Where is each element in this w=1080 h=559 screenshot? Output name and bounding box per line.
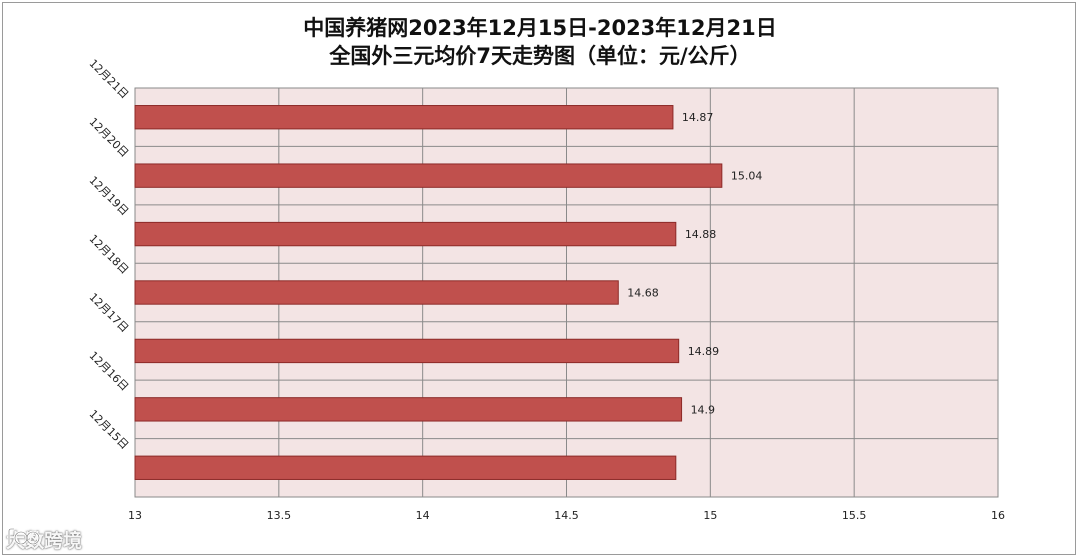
x-tick-label: 13.5 (267, 509, 292, 522)
bar (134, 338, 680, 364)
data-label: 14.89 (688, 345, 720, 358)
chart-title-block: 中国养猪网2023年12月15日-2023年12月21日 全国外三元均价7天走势… (0, 14, 1080, 70)
data-label: 15.04 (731, 170, 763, 183)
bar (134, 397, 683, 422)
data-label: 14.87 (682, 111, 714, 124)
watermark: 大数跨境 (6, 526, 82, 552)
y-tick-label: 12月18日 (87, 232, 132, 277)
y-axis-ticks: 12月21日 12月20日 12月19日 12月18日 12月17日 12月16日 12月1… (87, 57, 132, 452)
x-tick-label: 14 (416, 509, 430, 522)
x-tick-label: 14.5 (554, 509, 579, 522)
data-label: 14.9 (691, 403, 716, 416)
data-label: 14.88 (685, 228, 717, 241)
grid-lines (134, 88, 999, 497)
x-tick-label: 15.5 (842, 509, 867, 522)
y-tick-label: 12月21日 (87, 57, 132, 102)
bar (134, 455, 677, 480)
bar (134, 163, 723, 188)
bar (134, 280, 619, 305)
chart-subtitle: 全国外三元均价7天走势图（单位：元/公斤） (329, 44, 751, 68)
y-tick-label: 12月16日 (87, 349, 132, 394)
y-tick-label: 12月15日 (87, 407, 132, 452)
chart-title: 中国养猪网2023年12月15日-2023年12月21日 (303, 16, 777, 40)
y-tick-label: 12月17日 (87, 291, 132, 336)
y-tick-label: 12月19日 (87, 174, 132, 219)
bar-series (134, 105, 723, 480)
x-tick-label: 13 (128, 509, 142, 522)
bar (134, 105, 674, 130)
data-label: 14.68 (627, 287, 659, 300)
x-axis-ticks: 13 13.5 14 14.5 15 15.5 16 (128, 509, 1005, 522)
watermark-logo-icon (7, 527, 40, 546)
y-tick-label: 12月20日 (87, 115, 132, 160)
x-tick-label: 16 (991, 509, 1005, 522)
bar (134, 221, 677, 247)
data-labels: 14.87 15.04 14.88 14.68 14.89 14.9 (627, 111, 762, 416)
x-tick-label: 15 (703, 509, 717, 522)
